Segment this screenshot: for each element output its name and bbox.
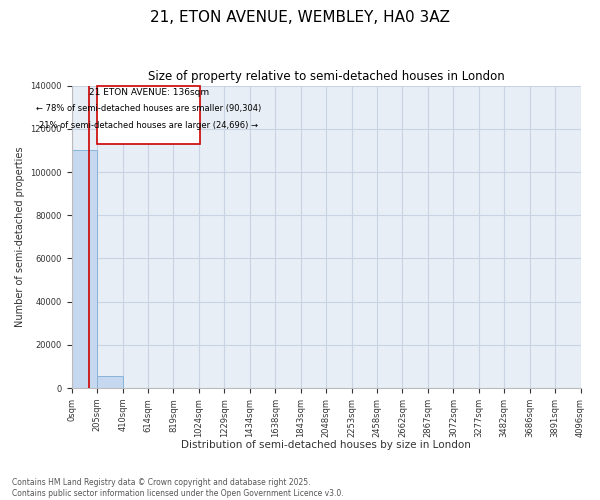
- FancyBboxPatch shape: [97, 86, 200, 144]
- Text: 21, ETON AVENUE, WEMBLEY, HA0 3AZ: 21, ETON AVENUE, WEMBLEY, HA0 3AZ: [150, 10, 450, 25]
- X-axis label: Distribution of semi-detached houses by size in London: Distribution of semi-detached houses by …: [181, 440, 471, 450]
- Text: Contains HM Land Registry data © Crown copyright and database right 2025.
Contai: Contains HM Land Registry data © Crown c…: [12, 478, 344, 498]
- Text: 21 ETON AVENUE: 136sqm: 21 ETON AVENUE: 136sqm: [89, 88, 209, 96]
- Y-axis label: Number of semi-detached properties: Number of semi-detached properties: [15, 146, 25, 327]
- Text: 21% of semi-detached houses are larger (24,696) →: 21% of semi-detached houses are larger (…: [39, 121, 258, 130]
- Bar: [72, 150, 97, 388]
- Title: Size of property relative to semi-detached houses in London: Size of property relative to semi-detach…: [148, 70, 505, 83]
- Bar: [97, 376, 122, 388]
- Text: ← 78% of semi-detached houses are smaller (90,304): ← 78% of semi-detached houses are smalle…: [36, 104, 262, 114]
